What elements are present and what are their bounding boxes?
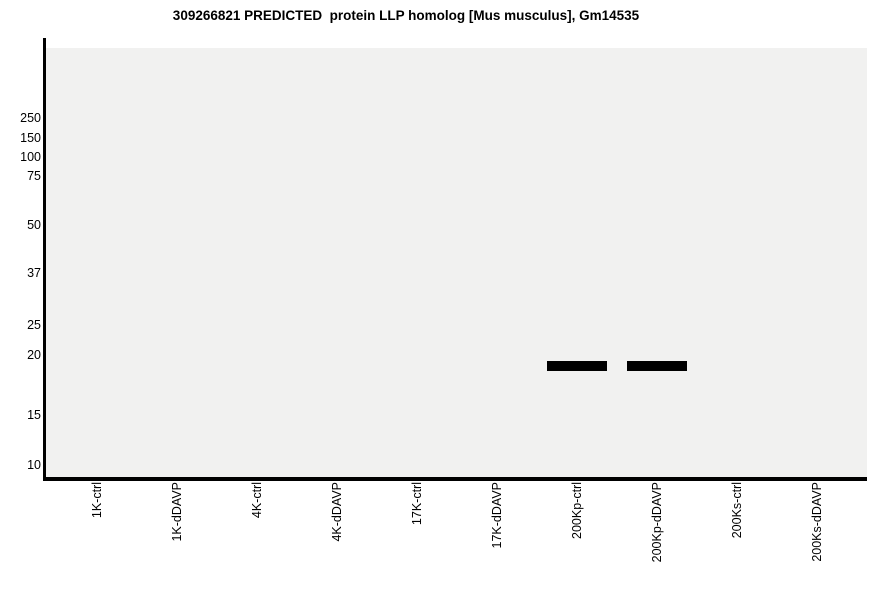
y-tick-label: 10: [27, 458, 41, 472]
x-lane-label: 17K-ctrl: [410, 482, 424, 526]
y-tick-label: 250: [20, 111, 41, 125]
plot-area: [46, 48, 867, 477]
y-tick-label: 100: [20, 150, 41, 164]
x-lane-label: 4K-ctrl: [250, 482, 264, 519]
gel-band: [547, 360, 607, 371]
y-tick-label: 15: [27, 408, 41, 422]
x-lane-label: 200Ks-dDAVP: [810, 482, 824, 562]
y-axis-line: [43, 38, 46, 481]
x-lane-label: 200Kp-ctrl: [570, 482, 584, 539]
y-tick-label: 20: [27, 348, 41, 362]
x-lane-label: 17K-dDAVP: [490, 482, 504, 549]
y-tick-label: 37: [27, 266, 41, 280]
x-lane-label: 1K-dDAVP: [170, 482, 184, 542]
x-axis-line: [43, 477, 867, 481]
x-lane-label: 4K-dDAVP: [330, 482, 344, 542]
x-lane-label: 200Kp-dDAVP: [650, 482, 664, 563]
y-tick-label: 150: [20, 131, 41, 145]
y-tick-label: 50: [27, 218, 41, 232]
x-lane-label: 200Ks-ctrl: [730, 482, 744, 539]
chart-title: 309266821 PREDICTED protein LLP homolog …: [172, 8, 640, 23]
gel-band: [627, 360, 687, 371]
y-tick-label: 75: [27, 169, 41, 183]
x-lane-label: 1K-ctrl: [90, 482, 104, 519]
y-tick-label: 25: [27, 318, 41, 332]
